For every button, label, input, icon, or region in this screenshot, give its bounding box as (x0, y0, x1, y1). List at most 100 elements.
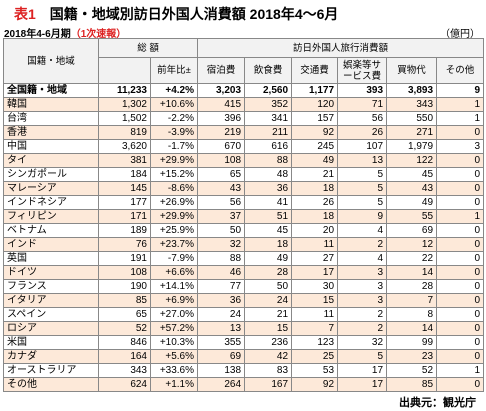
value-cell: 1,979 (386, 139, 438, 154)
value-cell: 164 (98, 349, 151, 364)
value-cell: 17 (337, 377, 388, 392)
table-row: ドイツ 108 +6.6% 46 28 17 3 14 0 (3, 265, 485, 280)
region-cell: ドイツ (3, 265, 99, 280)
value-cell: 28 (386, 279, 438, 294)
value-cell: 108 (197, 153, 246, 168)
value-cell: 3,203 (197, 83, 246, 98)
header-cell: 宿泊費 (197, 57, 246, 84)
value-cell: -8.6% (149, 181, 199, 196)
value-cell: +57.2% (149, 321, 199, 336)
value-cell: 122 (386, 153, 438, 168)
value-cell: 30 (291, 279, 339, 294)
unit: （億円） (440, 29, 480, 40)
subheader: 2018年4-6月期（1次速報） （億円） (4, 25, 482, 40)
value-cell: 43 (386, 181, 438, 196)
value-cell: 32 (197, 237, 246, 252)
value-cell: 53 (291, 363, 339, 378)
value-cell: 3 (337, 279, 388, 294)
region-cell: オーストラリア (3, 363, 99, 378)
value-cell: 393 (337, 83, 388, 98)
value-cell: 7 (386, 293, 438, 308)
region-cell: フィリピン (3, 209, 99, 224)
value-cell: 21 (291, 167, 339, 182)
header-cell: 娯楽等サービス費 (337, 57, 388, 84)
value-cell: 846 (98, 335, 151, 350)
value-cell: 2,560 (244, 83, 293, 98)
region-cell: インドネシア (3, 195, 99, 210)
value-cell: 108 (98, 265, 151, 280)
footer: 出典元：観光庁 (399, 397, 476, 409)
value-cell: 92 (291, 125, 339, 140)
value-cell: 45 (244, 223, 293, 238)
region-cell: ベトナム (3, 223, 99, 238)
value-cell: 52 (98, 321, 151, 336)
value-cell: 0 (436, 321, 485, 336)
value-cell: 2 (337, 321, 388, 336)
table-row: フィリピン 171 +29.9% 37 51 18 9 55 1 (3, 209, 485, 224)
value-cell: 3 (436, 139, 485, 154)
value-cell: 56 (197, 195, 246, 210)
region-cell: イタリア (3, 293, 99, 308)
region-cell: 香港 (3, 125, 99, 140)
value-cell: 71 (337, 97, 388, 112)
value-cell: 51 (244, 209, 293, 224)
value-cell: 0 (436, 223, 485, 238)
value-cell: 69 (197, 349, 246, 364)
value-cell: 7 (291, 321, 339, 336)
value-cell: 211 (244, 125, 293, 140)
region-cell: インド (3, 237, 99, 252)
table-row: 全国籍・地域 11,233 +4.2% 3,203 2,560 1,177 393 3,893… (3, 83, 485, 98)
value-cell: 32 (337, 335, 388, 350)
value-cell: 13 (197, 321, 246, 336)
value-cell: +33.6% (149, 363, 199, 378)
value-cell: 85 (386, 377, 438, 392)
value-cell: 1,177 (291, 83, 339, 98)
value-cell: +6.6% (149, 265, 199, 280)
table-row: タイ 381 +29.9% 108 88 49 13 122 0 (3, 153, 485, 168)
region-cell: 米国 (3, 335, 99, 350)
value-cell: 1 (436, 209, 485, 224)
value-cell: 616 (244, 139, 293, 154)
value-cell: -3.9% (149, 125, 199, 140)
value-cell: 12 (386, 237, 438, 252)
value-cell: -7.9% (149, 251, 199, 266)
value-cell: 8 (386, 307, 438, 322)
value-cell: 0 (436, 293, 485, 308)
table-row: インド 76 +23.7% 32 18 11 2 12 0 (3, 237, 485, 252)
region-cell: カナダ (3, 349, 99, 364)
value-cell: 245 (291, 139, 339, 154)
value-cell: 37 (197, 209, 246, 224)
value-cell: 36 (197, 293, 246, 308)
value-cell: 341 (244, 111, 293, 126)
value-cell: 352 (244, 97, 293, 112)
value-cell: 85 (98, 293, 151, 308)
table-row: 韓国 1,302 +10.6% 415 352 120 71 343 1 (3, 97, 485, 112)
value-cell: +29.9% (149, 153, 199, 168)
table-row: シンガポール 184 +15.2% 65 48 21 5 45 0 (3, 167, 485, 182)
value-cell: 0 (436, 237, 485, 252)
value-cell: 271 (386, 125, 438, 140)
value-cell: 189 (98, 223, 151, 238)
value-cell: 26 (337, 125, 388, 140)
value-cell: 0 (436, 167, 485, 182)
table-row: 香港 819 -3.9% 219 211 92 26 271 0 (3, 125, 485, 140)
title: 表1 国籍・地域別訪日外国人消費額 2018年4～6月 (14, 4, 338, 24)
region-cell: その他 (3, 377, 99, 392)
value-cell: +25.9% (149, 223, 199, 238)
value-cell: 0 (436, 125, 485, 140)
value-cell: 18 (291, 181, 339, 196)
value-cell: 22 (386, 251, 438, 266)
value-cell: 17 (337, 363, 388, 378)
value-cell: 191 (98, 251, 151, 266)
value-cell: 18 (291, 209, 339, 224)
value-cell: 381 (98, 153, 151, 168)
value-cell: 415 (197, 97, 246, 112)
value-cell: 2 (337, 307, 388, 322)
value-cell: 3 (337, 265, 388, 280)
table-row: インドネシア 177 +26.9% 56 41 26 5 49 0 (3, 195, 485, 210)
value-cell: 343 (98, 363, 151, 378)
value-cell: +10.3% (149, 335, 199, 350)
value-cell: 5 (337, 181, 388, 196)
value-cell: 14 (386, 265, 438, 280)
